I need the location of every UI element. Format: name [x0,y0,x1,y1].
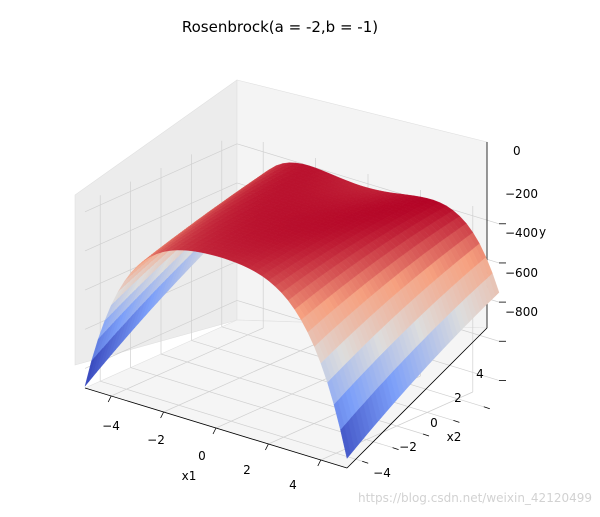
x1-axis-label: x1 [182,469,197,483]
x2-tick-mark [392,447,399,450]
x1-tick-label: 4 [289,478,297,492]
floor-grid-line-x2 [191,340,454,421]
surface-mesh [84,162,500,459]
side-grid-line-y [84,300,238,369]
floor-grid-line-x2 [160,353,424,435]
x2-tick-labels: −4 −2 0 2 4 [373,367,484,480]
y-tick-label: −400 [505,226,538,240]
x1-tick-mark [317,459,322,467]
x1-tick-mark [107,395,112,403]
floor-grid-line-x2 [100,380,363,462]
x2-axis-label: x2 [447,430,462,444]
x1-tick-label: 0 [198,449,206,463]
back-grid-line-y [236,143,500,225]
x1-tick-label: −4 [102,419,120,433]
x1-tick-label: −2 [147,433,165,447]
x2-tick-label: 4 [476,367,484,381]
x2-tick-mark [362,460,369,464]
x1-tick-labels: −4 −2 0 2 4 [102,419,297,492]
x1-tick-mark [160,411,164,419]
x2-axis-line [346,327,488,469]
watermark-text: https://blog.csdn.net/weixin_42120499 [358,491,592,505]
x2-tick-label: −2 [399,440,417,454]
x2-tick-label: 0 [430,416,438,430]
y-axis-label: y [539,225,546,239]
x2-tick-mark [453,420,460,423]
side-grid-line-y [84,182,238,252]
y-tick-label: −800 [505,305,538,319]
y-tick-label: −200 [505,187,538,201]
chart-title: Rosenbrock(a = -2,b = -1) [182,18,378,36]
x2-tick-label: 2 [454,391,462,405]
surface-patch [84,356,96,387]
x2-tick-label: −4 [373,466,391,480]
y-tick-label: −600 [505,266,538,280]
y-tick-label: 0 [513,144,521,158]
tick-marks [107,223,506,467]
x1-tick-mark [265,443,269,451]
x2-tick-mark [483,406,490,410]
x2-tick-mark [422,433,430,437]
y-tick-labels: 0 −200 −400 −600 −800 [505,144,538,319]
side-grid-line-y [84,143,238,213]
x1-tick-mark [212,427,217,435]
x1-tick-label: 2 [243,463,251,477]
